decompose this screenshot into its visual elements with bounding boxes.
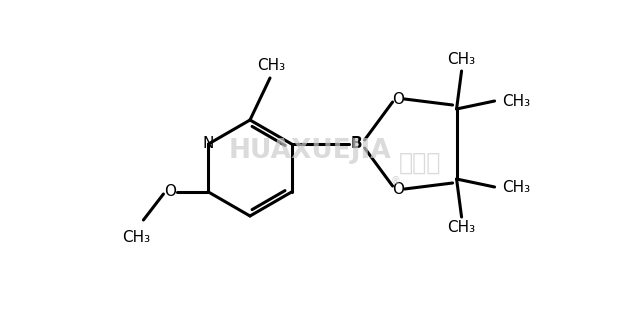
Text: CH₃: CH₃ [123,229,150,245]
Text: B: B [351,136,362,152]
Text: CH₃: CH₃ [447,52,476,68]
Text: O: O [392,91,404,107]
Text: CH₃: CH₃ [503,179,531,195]
Text: ®: ® [390,176,400,186]
Text: HUAXUEJIA: HUAXUEJIA [229,138,392,164]
Text: O: O [164,184,177,200]
Text: 化学加: 化学加 [399,151,441,175]
Text: CH₃: CH₃ [503,93,531,109]
Text: CH₃: CH₃ [257,58,285,74]
Text: O: O [392,181,404,197]
Text: N: N [203,136,214,152]
Text: CH₃: CH₃ [447,220,476,236]
